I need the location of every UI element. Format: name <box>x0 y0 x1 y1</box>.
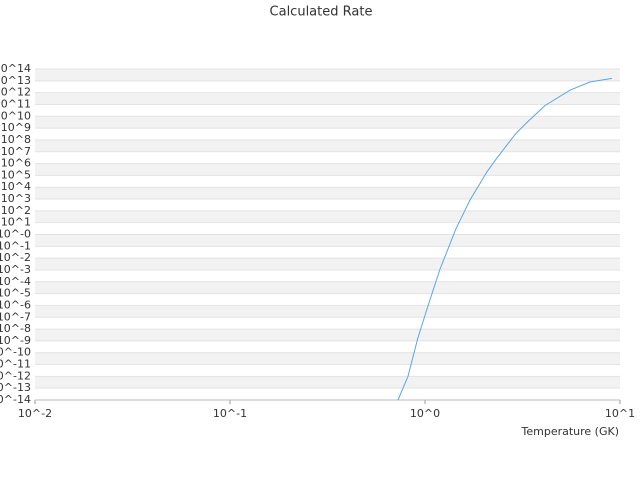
grid-band <box>35 234 620 247</box>
grid-band <box>35 329 620 341</box>
y-tick-label: 10^-2 <box>0 251 31 264</box>
x-axis-label: Temperature (GK) <box>521 425 620 438</box>
grid-band <box>35 305 620 318</box>
y-tick-label: 10^11 <box>0 97 31 110</box>
y-tick-label: 10^1 <box>1 216 31 229</box>
y-tick-label: 10^10 <box>0 109 31 122</box>
y-tick-label: 10^6 <box>1 157 31 170</box>
y-tick-label: 10^-14 <box>0 393 31 406</box>
grid-band <box>35 281 620 294</box>
grid-band <box>35 258 620 270</box>
x-tick-label: 10^-2 <box>18 407 52 420</box>
x-tick-label: 10^-1 <box>213 407 247 420</box>
x-tick-label: 10^0 <box>410 407 440 420</box>
y-tick-label: 10^-13 <box>0 381 31 394</box>
grid-band <box>35 92 620 105</box>
grid-band <box>35 210 620 223</box>
grid-band <box>35 376 620 389</box>
y-tick-label: 10^-9 <box>0 334 31 347</box>
y-tick-label: 10^9 <box>1 121 31 134</box>
y-tick-label: 10^-3 <box>0 263 31 276</box>
y-tick-label: 10^-11 <box>0 358 31 371</box>
y-tick-label: 10^5 <box>1 168 31 181</box>
y-tick-label: 10^-4 <box>0 275 31 288</box>
y-tick-label: 10^2 <box>1 204 31 217</box>
y-tick-label: 10^-0 <box>0 228 31 241</box>
y-tick-label: 10^-8 <box>0 322 31 335</box>
y-tick-label: 10^8 <box>1 133 31 146</box>
y-tick-label: 10^12 <box>0 86 31 99</box>
y-tick-label: 10^-5 <box>0 287 31 300</box>
grid-band <box>35 116 620 129</box>
grid-band <box>35 139 620 152</box>
x-tick-label: 10^1 <box>605 407 635 420</box>
y-tick-label: 10^14 <box>0 62 31 75</box>
y-tick-label: 10^13 <box>0 74 31 87</box>
y-tick-label: 10^-12 <box>0 369 31 382</box>
grid-band <box>35 187 620 200</box>
grid-band <box>35 163 620 176</box>
y-tick-label: 10^-10 <box>0 346 31 359</box>
y-tick-label: 10^-1 <box>0 239 31 252</box>
y-tick-label: 10^3 <box>1 192 31 205</box>
y-tick-label: 10^-6 <box>0 298 31 311</box>
y-tick-label: 10^4 <box>1 180 31 193</box>
y-tick-label: 10^-7 <box>0 310 31 323</box>
y-tick-label: 10^7 <box>1 145 31 158</box>
grid-band <box>35 69 620 81</box>
line <box>397 77 613 401</box>
chart-title: Calculated Rate <box>270 5 373 20</box>
grid-band <box>35 352 620 365</box>
